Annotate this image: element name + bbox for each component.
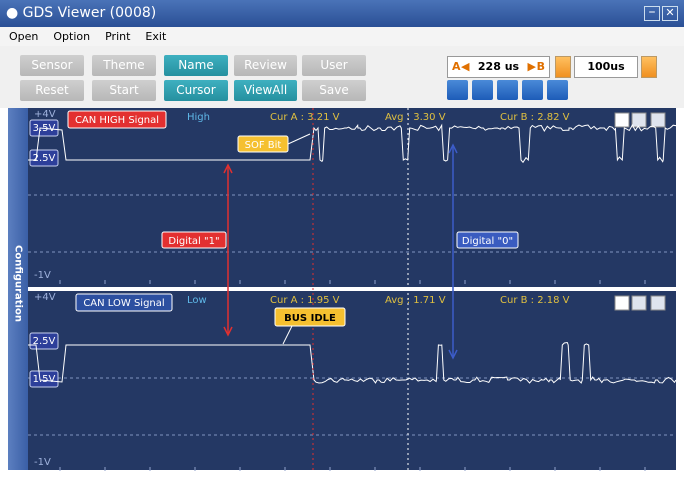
digital-zero-arrow-head [448,143,458,154]
cursor-a-readout: Cur A : 3.21 V [270,112,340,123]
signal-box [75,293,173,312]
title-bar: ● GDS Viewer (0008) – ✕ [0,0,684,27]
bus-idle-label-box [274,307,346,327]
panel-icon[interactable] [631,112,647,128]
time-div: 100us [574,56,638,78]
toolbar-button[interactable]: Name [164,55,228,76]
digital-one-label-box [161,231,227,249]
first-button[interactable] [447,80,468,100]
digital-one-label: Digital "1" [168,236,219,247]
signal-box [67,110,167,129]
toolbar-button[interactable]: Sensor [20,55,84,76]
panel-icon[interactable] [650,112,666,128]
average-readout: Avg : 3.30 V [385,112,446,123]
menu-item[interactable]: Print [105,30,131,43]
menu-bar: Open Option Print Exit [0,27,684,46]
next-button[interactable] [522,80,543,100]
prev-button[interactable] [472,80,493,100]
toolbar-button[interactable]: Review [234,55,297,76]
average-readout: Avg : 1.71 V [385,295,446,306]
toolbar-button[interactable]: ViewAll [234,80,297,101]
stop-button[interactable] [497,80,518,100]
panel-icon[interactable] [631,295,647,311]
sof-label: SOF Bit [245,140,282,151]
axis-label: +4V [34,292,56,303]
last-button[interactable] [547,80,568,100]
digital-zero-label: Digital "0" [462,236,513,247]
waveform [28,123,684,164]
toolbar-button[interactable]: Theme [92,55,156,76]
cursor-b-label: B [536,60,545,73]
cursor-a-label: A [452,60,461,73]
minimize-button[interactable]: – [644,5,660,21]
level-box [29,332,59,350]
digital-one-arrow-head [223,163,233,174]
cursor-b-readout: Cur B : 2.18 V [500,295,570,306]
window-title: GDS Viewer (0008) [22,5,157,21]
close-button[interactable]: ✕ [662,6,678,21]
cursor-a-readout: Cur A : 1.95 V [270,295,340,306]
sof-label-box [237,135,289,153]
cursor-span-value: 228 us [477,60,520,73]
bus-idle-label: BUS IDLE [284,313,336,324]
arrow: ▶ [527,60,536,73]
panel-icon[interactable] [650,295,666,311]
digital-one-arrow-head [223,326,233,337]
level-box [29,370,59,388]
channel-label: High [187,112,210,123]
cursor-b-readout: Cur B : 2.82 V [500,112,570,123]
level-label: 2.5V [33,336,56,347]
axis-label: +4V [34,109,56,120]
side-tab[interactable]: Configuration [8,108,28,470]
axis-label: -1V [34,270,51,281]
digital-zero-arrow-head [448,349,458,360]
level-label: 1.5V [33,374,56,385]
toolbar-button[interactable]: Cursor [164,80,228,101]
menu-item[interactable]: Option [53,30,91,43]
app-icon: ● [6,5,19,21]
menu-item[interactable]: Exit [145,30,167,43]
toolbar-button[interactable]: Start [92,80,156,101]
time-down-button[interactable] [555,56,571,78]
time-up-button[interactable] [641,56,657,78]
panel-icon[interactable] [614,295,630,311]
leader [287,133,311,145]
level-label: 2.5V [33,153,56,164]
signal-name: CAN LOW Signal [83,298,164,309]
channel-label: Low [187,295,207,306]
leader [282,325,293,345]
panel-icon[interactable] [614,112,630,128]
toolbar-button[interactable]: Reset [20,80,84,101]
toolbar-button[interactable]: Save [302,80,366,101]
waveform [28,341,677,384]
arrow: ◀ [461,60,470,73]
cursor-span: A ◀ 228 us ▶ B [447,56,550,78]
digital-zero-label-box [456,231,519,249]
axis-label: -1V [34,457,51,468]
panel-separator [28,287,676,291]
signal-name: CAN HIGH Signal [75,115,159,126]
menu-item[interactable]: Open [9,30,39,43]
